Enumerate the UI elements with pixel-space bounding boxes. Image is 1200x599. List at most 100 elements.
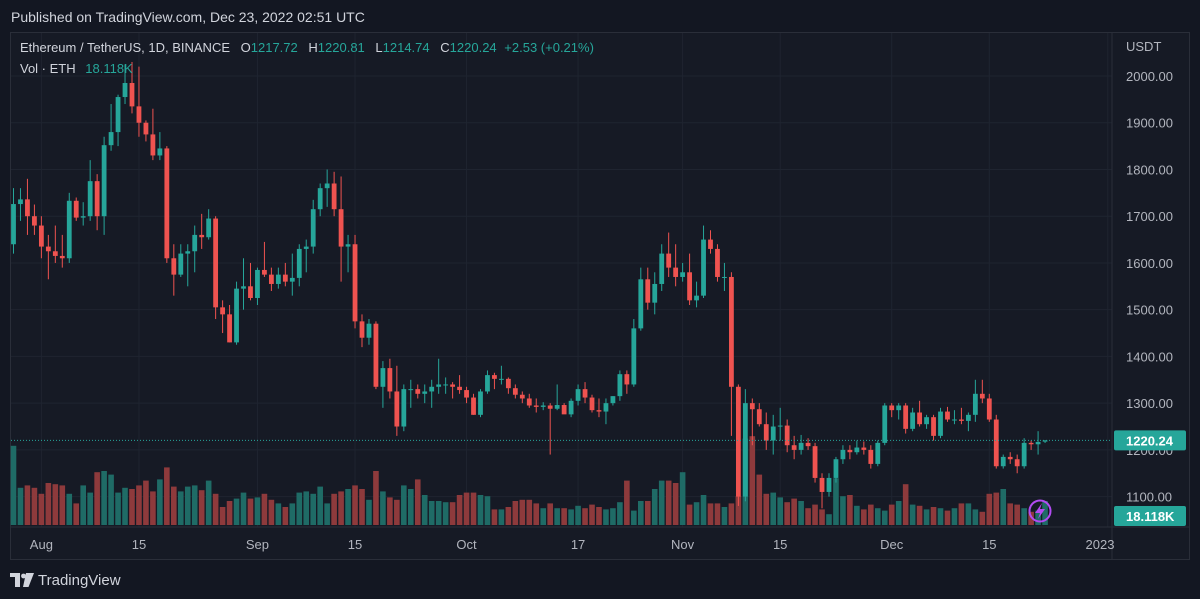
tradingview-footer[interactable]: TradingView [10,568,121,592]
candle-body [1007,456,1013,460]
volume-bar [505,507,512,525]
candle-body [972,393,978,415]
candle-body [763,424,769,441]
lightning-icon[interactable] [1028,499,1052,523]
volume-bar [115,492,121,525]
candle-body [206,218,212,238]
volume-bar [247,498,254,525]
candle-body [59,255,65,259]
candle-body [861,447,867,450]
candle-body [638,279,644,329]
high-label: H [308,40,318,55]
time-tick-label: Nov [671,537,695,552]
volume-bar [73,503,80,525]
candle-body [777,425,783,427]
volume-bar [184,486,191,525]
candle-body [791,445,797,450]
volume-bar [714,503,721,525]
candle-body [547,405,553,409]
candle-body [505,378,511,389]
close-label: C [440,40,450,55]
low-value: 1214.74 [382,40,430,55]
candle-body [645,279,651,303]
candle-body [32,216,37,226]
volume-bar [895,501,902,525]
candle-body [833,459,839,478]
volume-bar [317,486,323,525]
volume-bar [972,509,979,525]
volume-bar [17,487,24,525]
candle-body [631,328,637,385]
candle-body [659,253,665,284]
volume-bar [791,498,797,525]
candle-body [938,411,943,436]
price-tick-label: 1400.00 [1126,349,1173,364]
volume-bar [1014,504,1020,525]
candle-body [289,277,295,282]
volume-bar [1021,508,1027,525]
volume-bar [303,491,310,525]
volume-bar [296,492,303,525]
volume-bar [603,509,609,525]
candle-body [443,384,449,386]
candle-body [464,390,469,398]
candle-body [1042,440,1048,442]
candle-body [478,391,483,415]
candle-body [248,286,253,298]
candle-body [436,384,442,387]
volume-bar [937,508,944,525]
volume-bar [331,493,337,525]
volume-bar [87,492,93,525]
volume-bar [993,492,1000,525]
candle-body [519,394,525,399]
volume-bar [770,492,777,525]
candle-body [715,248,720,277]
volume-bar [707,503,714,525]
candle-body [136,106,142,123]
chart-frame[interactable] [10,32,1190,560]
volume-bar [463,492,470,525]
candle-body [582,389,588,398]
candle-body [819,477,825,492]
candle-body [729,276,734,387]
candle-body [770,426,776,441]
volume-bar [944,510,951,525]
candle-body [296,248,302,278]
candle-body [18,199,23,205]
volume-bar [108,474,114,525]
volume-bar [387,497,393,525]
volume-bar [401,485,407,525]
price-tick-label: 1800.00 [1126,162,1173,177]
volume-bar [143,480,149,525]
candle-body [1021,442,1027,467]
candle-body [213,218,219,308]
volume-bar [735,496,742,525]
volume-bar [380,491,386,525]
time-tick-label: Oct [456,537,477,552]
high-value: 1220.81 [317,40,365,55]
volume-bar [198,490,205,525]
volume-bar [59,485,66,525]
symbol-legend: Ethereum / TetherUS, 1D, BINANCE O1217.7… [20,40,594,55]
candle-body [66,200,72,259]
volume-bar [728,503,735,525]
candle-body [25,199,30,217]
volume-bar [94,472,100,525]
price-tick-label: 1500.00 [1126,303,1173,318]
change-value: +2.53 (+0.21%) [504,40,594,55]
volume-bar [31,487,38,525]
candle-body [94,181,100,217]
volume-bar [665,480,672,525]
candle-body [429,386,435,392]
volume-bar [407,489,414,525]
candle-body [324,183,330,189]
candle-body [854,447,860,453]
candle-body [303,246,309,249]
candle-body [979,393,985,399]
candle-body [847,449,853,453]
candle-body [687,272,692,301]
volume-bar [212,493,219,525]
candle-body [331,183,337,210]
candle-body [422,391,428,394]
